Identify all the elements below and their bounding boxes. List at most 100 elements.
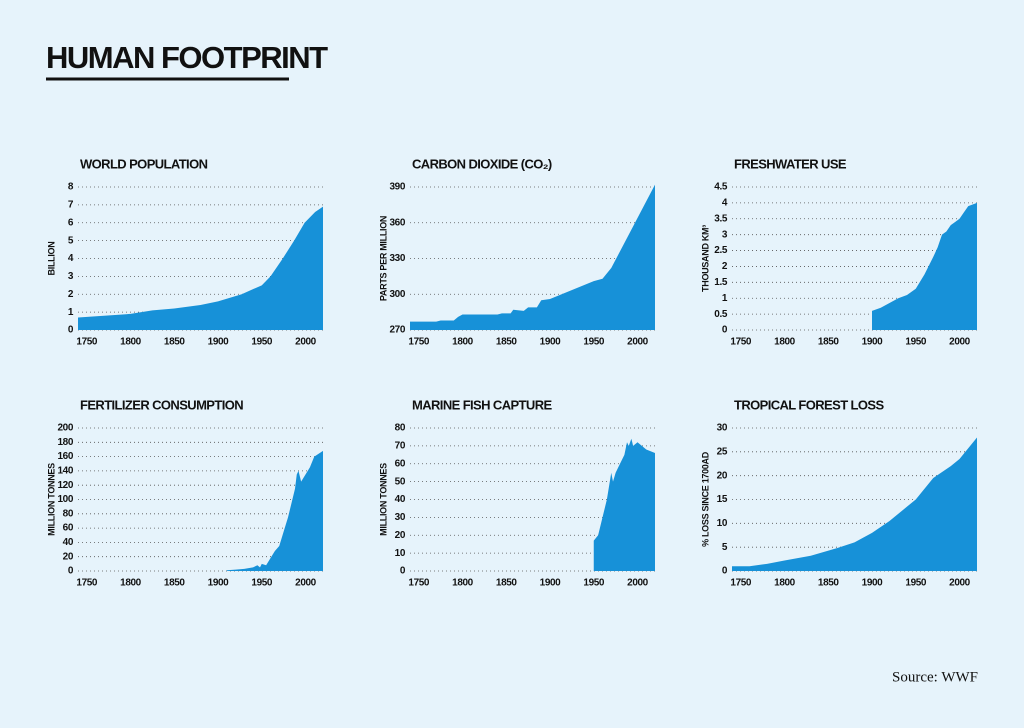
x-tick-label: 1750 bbox=[730, 337, 751, 348]
x-tick-label: 1750 bbox=[76, 578, 97, 589]
x-tick-label: 2000 bbox=[949, 578, 970, 589]
x-tick-label: 1950 bbox=[583, 337, 604, 348]
y-axis-label: THOUSAND KM³ bbox=[700, 225, 710, 292]
y-tick-label: 6 bbox=[68, 217, 74, 228]
x-tick-label: 2000 bbox=[295, 578, 316, 589]
y-tick-label: 40 bbox=[395, 494, 406, 505]
y-tick-label: 20 bbox=[717, 470, 728, 481]
x-tick-label: 1900 bbox=[862, 578, 883, 589]
x-tick-label: 2000 bbox=[295, 337, 316, 348]
y-tick-label: 60 bbox=[395, 458, 406, 469]
x-tick-label: 1950 bbox=[905, 578, 926, 589]
chart-title: FERTILIZER CONSUMPTION bbox=[80, 397, 243, 412]
y-tick-label: 120 bbox=[58, 480, 74, 491]
y-tick-label: 30 bbox=[395, 512, 406, 523]
y-tick-label: 10 bbox=[717, 518, 728, 529]
chart-title: TROPICAL FOREST LOSS bbox=[734, 397, 884, 412]
y-tick-label: 4 bbox=[722, 198, 728, 209]
y-tick-label: 15 bbox=[717, 494, 728, 505]
x-tick-label: 1750 bbox=[408, 337, 429, 348]
x-tick-label: 1800 bbox=[774, 337, 795, 348]
y-tick-label: 20 bbox=[395, 530, 406, 541]
x-tick-label: 1750 bbox=[76, 337, 97, 348]
area bbox=[732, 437, 977, 571]
y-tick-label: 8 bbox=[68, 182, 74, 193]
x-tick-label: 1900 bbox=[540, 578, 561, 589]
y-tick-label: 0 bbox=[68, 566, 74, 577]
x-tick-label: 2000 bbox=[627, 337, 648, 348]
x-tick-label: 1850 bbox=[818, 578, 839, 589]
x-tick-label: 1800 bbox=[120, 578, 141, 589]
x-tick-label: 1800 bbox=[452, 578, 473, 589]
x-tick-label: 1950 bbox=[583, 578, 604, 589]
x-tick-label: 1900 bbox=[208, 578, 229, 589]
x-tick-label: 1800 bbox=[452, 337, 473, 348]
page-title: HUMAN FOOTPRINT bbox=[46, 40, 328, 75]
y-axis-label: MILLION TONNES bbox=[46, 463, 56, 536]
y-tick-label: 60 bbox=[63, 523, 74, 534]
y-tick-label: 0 bbox=[722, 325, 728, 336]
area bbox=[593, 438, 655, 571]
x-tick-label: 2000 bbox=[627, 578, 648, 589]
x-tick-label: 1850 bbox=[818, 337, 839, 348]
x-tick-label: 1800 bbox=[774, 578, 795, 589]
y-tick-label: 140 bbox=[58, 466, 74, 477]
y-tick-label: 70 bbox=[395, 441, 406, 452]
y-tick-label: 160 bbox=[58, 451, 74, 462]
x-tick-label: 1850 bbox=[496, 578, 517, 589]
y-tick-label: 0.5 bbox=[714, 309, 728, 320]
y-tick-label: 270 bbox=[390, 325, 406, 336]
x-tick-label: 1750 bbox=[730, 578, 751, 589]
x-tick-label: 1800 bbox=[120, 337, 141, 348]
y-tick-label: 25 bbox=[717, 446, 728, 457]
area bbox=[78, 206, 323, 330]
y-tick-label: 1 bbox=[722, 293, 728, 304]
y-tick-label: 5 bbox=[68, 235, 74, 246]
y-axis-label: % LOSS SINCE 1700AD bbox=[700, 451, 710, 547]
y-tick-label: 3.5 bbox=[714, 213, 728, 224]
y-tick-label: 300 bbox=[390, 289, 406, 300]
y-tick-label: 390 bbox=[390, 182, 406, 193]
x-tick-label: 1900 bbox=[862, 337, 883, 348]
y-tick-label: 2.5 bbox=[714, 245, 728, 256]
y-tick-label: 10 bbox=[395, 548, 406, 559]
x-tick-label: 1850 bbox=[164, 337, 185, 348]
y-tick-label: 360 bbox=[390, 217, 406, 228]
x-tick-label: 2000 bbox=[949, 337, 970, 348]
y-tick-label: 4.5 bbox=[714, 182, 728, 193]
x-tick-label: 1950 bbox=[251, 337, 272, 348]
chart-title: FRESHWATER USE bbox=[734, 156, 847, 171]
x-tick-label: 1950 bbox=[251, 578, 272, 589]
chart-title: CARBON DIOXIDE (CO₂) bbox=[412, 156, 552, 171]
y-tick-label: 30 bbox=[717, 423, 728, 434]
y-axis-label: PARTS PER MILLION bbox=[378, 216, 388, 301]
x-tick-label: 1900 bbox=[540, 337, 561, 348]
y-tick-label: 80 bbox=[395, 423, 406, 434]
y-tick-label: 0 bbox=[68, 325, 74, 336]
area bbox=[226, 450, 323, 571]
y-tick-label: 2 bbox=[722, 261, 728, 272]
y-tick-label: 180 bbox=[58, 437, 74, 448]
x-tick-label: 1750 bbox=[408, 578, 429, 589]
y-tick-label: 330 bbox=[390, 253, 406, 264]
y-tick-label: 40 bbox=[63, 537, 74, 548]
x-tick-label: 1850 bbox=[164, 578, 185, 589]
chart-title: MARINE FISH CAPTURE bbox=[412, 397, 552, 412]
source: Source: WWF bbox=[892, 669, 978, 685]
y-tick-label: 20 bbox=[63, 551, 74, 562]
y-tick-label: 3 bbox=[722, 229, 728, 240]
area bbox=[410, 184, 655, 330]
y-tick-label: 200 bbox=[58, 423, 74, 434]
y-tick-label: 1 bbox=[68, 307, 74, 318]
y-axis-label: MILLION TONNES bbox=[378, 463, 388, 536]
y-tick-label: 0 bbox=[400, 566, 406, 577]
x-tick-label: 1950 bbox=[905, 337, 926, 348]
y-tick-label: 0 bbox=[722, 566, 728, 577]
y-tick-label: 4 bbox=[68, 253, 74, 264]
x-tick-label: 1900 bbox=[208, 337, 229, 348]
y-tick-label: 1.5 bbox=[714, 277, 728, 288]
y-tick-label: 2 bbox=[68, 289, 74, 300]
y-tick-label: 50 bbox=[395, 476, 406, 487]
